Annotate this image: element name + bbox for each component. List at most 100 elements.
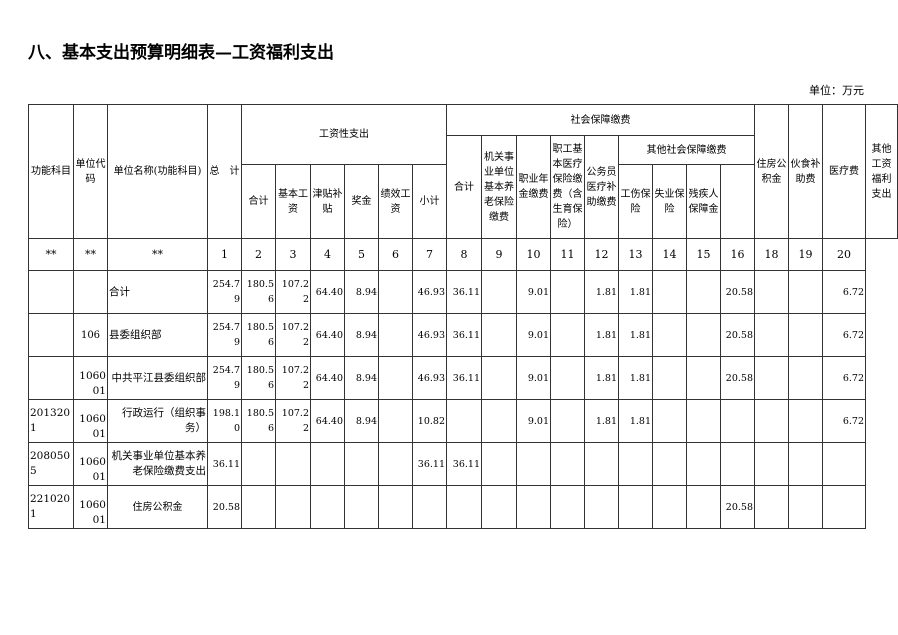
value-cell	[754, 356, 789, 400]
value-cell: 107.22	[275, 356, 311, 400]
value-cell	[378, 356, 413, 400]
column-number: 7	[412, 238, 447, 271]
column-number: 15	[686, 238, 721, 271]
value-cell	[584, 485, 619, 529]
value-cell: 180.56	[241, 313, 276, 357]
value-cell	[822, 485, 866, 529]
func-code-cell: 2080505	[28, 442, 74, 486]
value-cell	[481, 485, 517, 529]
table-row: 106 县委组织部 254.79 180.56 107.22 64.40 8.94 46.93…	[28, 313, 898, 357]
value-cell	[378, 313, 413, 357]
value-cell	[516, 442, 551, 486]
table-row: 2013201 106001 行政运行（组织事务） 198.10 180.56 107.2…	[28, 399, 898, 443]
value-cell	[378, 442, 413, 486]
page-title: 八、基本支出预算明细表—工资福利支出	[28, 43, 334, 63]
value-cell	[550, 313, 585, 357]
unit-code-cell: 106001	[73, 399, 108, 443]
func-code-cell	[28, 356, 74, 400]
value-cell	[720, 399, 755, 443]
unit-name-cell: 行政运行（组织事务）	[107, 399, 208, 443]
value-cell	[550, 442, 585, 486]
value-cell: 9.01	[516, 356, 551, 400]
value-cell	[686, 313, 721, 357]
header-disabled: 残疾人保障金	[686, 164, 721, 239]
value-cell: 20.58	[207, 485, 242, 529]
value-cell	[275, 485, 311, 529]
value-cell: 20.58	[720, 313, 755, 357]
value-cell	[618, 442, 653, 486]
table-row: 2080505 106001 机关事业单位基本养老保险缴费支出 36.11 36.11 3…	[28, 442, 898, 486]
unit-name-cell: 住房公积金	[107, 485, 208, 529]
header-total: 总 计	[207, 104, 242, 239]
value-cell	[686, 442, 721, 486]
value-cell: 8.94	[344, 399, 379, 443]
value-cell: 6.72	[822, 356, 866, 400]
value-cell: 46.93	[412, 313, 447, 357]
column-number: **	[73, 238, 108, 271]
value-cell	[652, 399, 687, 443]
value-cell: 46.93	[412, 270, 447, 314]
unit-name-cell: 中共平江县委组织部	[107, 356, 208, 400]
value-cell: 1.81	[584, 313, 619, 357]
table-row: 2210201 106001 住房公积金 20.58 20.58	[28, 485, 898, 529]
value-cell	[310, 442, 345, 486]
table-row: 106001 中共平江县委组织部 254.79 180.56 107.22 64.40 8.…	[28, 356, 898, 400]
column-number: 11	[550, 238, 585, 271]
value-cell	[378, 485, 413, 529]
value-cell	[550, 356, 585, 400]
budget-table: 功能科目 单位代码 单位名称(功能科目) 总 计 工资性支出 社会保障缴费 住房…	[28, 104, 898, 529]
value-cell: 36.11	[207, 442, 242, 486]
value-cell	[754, 442, 789, 486]
value-cell: 1.81	[618, 313, 653, 357]
value-cell	[481, 356, 517, 400]
value-cell: 64.40	[310, 270, 345, 314]
header-basic: 基本工资	[275, 164, 311, 239]
table-row: 合计 254.79 180.56 107.22 64.40 8.94 46.93 36.11 9…	[28, 270, 898, 314]
value-cell	[481, 442, 517, 486]
value-cell: 36.11	[412, 442, 447, 486]
value-cell: 9.01	[516, 399, 551, 443]
column-number-row: ** ** ** 1 2 3 4 5 6 7 8 9 10 11 12 13 14 15 16 18 19 20	[28, 238, 898, 271]
value-cell	[686, 399, 721, 443]
header-allowance: 津贴补贴	[310, 164, 345, 239]
value-cell	[788, 485, 823, 529]
value-cell	[550, 270, 585, 314]
column-number: 9	[481, 238, 517, 271]
header-subtotal: 小计	[412, 164, 447, 239]
func-code-cell	[28, 270, 74, 314]
value-cell	[446, 485, 482, 529]
value-cell: 36.11	[446, 270, 482, 314]
header-pension: 机关事业单位基本养老保险缴费	[481, 135, 517, 239]
column-number: 4	[310, 238, 345, 271]
value-cell: 198.10	[207, 399, 242, 443]
value-cell: 64.40	[310, 356, 345, 400]
unit-code-cell: 106	[73, 313, 108, 357]
column-number: **	[107, 238, 208, 271]
unit-name-cell: 合计	[107, 270, 208, 314]
header-injury: 工伤保险	[618, 164, 653, 239]
value-cell: 180.56	[241, 270, 276, 314]
value-cell	[241, 485, 276, 529]
header-wage: 工资性支出	[241, 104, 447, 165]
column-number: **	[28, 238, 74, 271]
value-cell	[788, 442, 823, 486]
value-cell: 8.94	[344, 356, 379, 400]
value-cell	[720, 442, 755, 486]
column-number: 20	[822, 238, 866, 271]
column-number: 3	[275, 238, 311, 271]
value-cell	[754, 485, 789, 529]
value-cell: 254.79	[207, 313, 242, 357]
value-cell: 6.72	[822, 270, 866, 314]
header-social-total: 合计	[446, 135, 482, 239]
unit-name-cell: 机关事业单位基本养老保险缴费支出	[107, 442, 208, 486]
column-number: 10	[516, 238, 551, 271]
value-cell	[378, 399, 413, 443]
value-cell: 180.56	[241, 399, 276, 443]
header-medical: 医疗费	[822, 104, 866, 239]
value-cell: 1.81	[584, 399, 619, 443]
header-med-ins: 职工基本医疗保险缴费（含生育保险）	[550, 135, 585, 239]
value-cell	[241, 442, 276, 486]
value-cell	[788, 356, 823, 400]
func-code-cell	[28, 313, 74, 357]
value-cell: 6.72	[822, 313, 866, 357]
